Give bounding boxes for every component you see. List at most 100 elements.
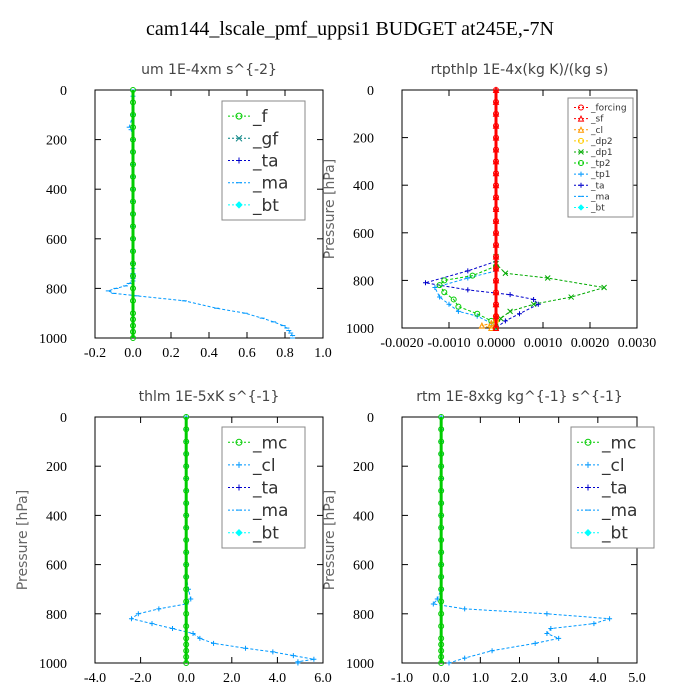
panel-1-series-f-point [130, 124, 136, 131]
panel-4-series-mc-point-shape [438, 610, 445, 617]
panel-4-series-mc-point-shape [438, 426, 445, 433]
panel-3-series-mc-point-shape [183, 537, 190, 543]
panel-2-series-dp1-point [568, 294, 575, 300]
panel-3-series-cl-point-shape [311, 656, 317, 662]
panel-2-legend-item-sf-marker-shape [577, 115, 585, 122]
panel-2-series-tp1-point [432, 285, 438, 291]
panel-1-series-f-point [130, 297, 136, 304]
panel-4-ytick-label: 1000 [346, 657, 374, 672]
panel-3-series-mc-point [183, 500, 190, 507]
panel-2-legend-item-ta-marker-shape [578, 182, 584, 188]
panel-4-series-cl-point-shape [532, 640, 538, 646]
panel-1-series-f-point [130, 198, 136, 205]
panel-2-legend-item-tp2-label: _tp2 [590, 159, 610, 169]
panel-3-ylabel: Pressure [hPa] [15, 490, 31, 590]
panel-2-xtick-label: 0.0010 [524, 336, 563, 351]
panel-4-xtick-label: 1.0 [472, 671, 490, 686]
panel-3-series-cl-point-shape [242, 645, 248, 651]
panel-4-title: rtm 1E-8xkg kg^{-1} s^{-1} [416, 389, 623, 405]
panel-1-series-f-point [130, 149, 136, 155]
panel-2-series-tp2-line [438, 265, 497, 329]
panel-3-series-cl-point [242, 645, 248, 651]
panel-3-legend-item-mc-label: _mc [252, 433, 287, 453]
panel-1-xtick-label: 0.4 [200, 346, 218, 361]
panel-1-series-f-point-shape [130, 322, 136, 329]
panel-4-legend: _mc _cl _ta_ma _bt [570, 426, 655, 549]
panel-2-series-dp1-point [601, 284, 607, 291]
panel-2-series-forcing-point [493, 253, 499, 260]
panel-1-series-f-point [130, 87, 136, 93]
panel-2-legend-item-ta-marker [578, 182, 584, 188]
panel-2-series-ta-point [465, 268, 471, 274]
panel-3-series-mc-point [183, 414, 190, 420]
panel-1-legend-item-ta-label: _ta [252, 152, 279, 172]
panel-2-series-forcing-point [493, 325, 499, 331]
panel-2-ylabel: Pressure [hPa] [322, 159, 338, 259]
panel-4-legend-item-cl: _cl [577, 456, 625, 476]
panel-4-series-mc-point-shape [438, 512, 445, 519]
panel-4-series-mc-point [438, 653, 445, 660]
panel-2-series-ta-point-shape [502, 318, 508, 324]
panel-1-legend-item-bt-label: _bt [252, 196, 279, 216]
panel-4-legend-item-mc-marker [584, 438, 592, 446]
panel-3-ytick-label: 200 [46, 460, 67, 475]
panel-2-series-ta-point-shape [465, 287, 471, 293]
panel-4-xtick-label: 4.0 [589, 671, 607, 686]
panel-2-ytick-label: 600 [353, 227, 374, 242]
panel-4-series-mc-point-shape [438, 647, 445, 654]
panel-2-legend-item-tp1-marker-shape [578, 171, 584, 177]
panel-2-series-forcing-point-shape [493, 98, 499, 105]
panel-3-legend-item-cl-label: _cl [252, 456, 276, 476]
panel-1-legend-box [221, 100, 306, 221]
panel-4-series-mc-point-shape [438, 414, 445, 420]
panel-2-xtick-label: 0.0020 [571, 336, 610, 351]
panel-3-legend-item-mc-marker-shape [235, 438, 243, 446]
panel-2-series-dp1-line [495, 256, 605, 329]
panel-2-ytick-label: 400 [353, 179, 374, 194]
panel-1-series-f-point [130, 285, 136, 292]
panel-1-legend-item-gf: _gf [228, 129, 279, 149]
panel-4-series-cl-point [544, 630, 550, 636]
panel-4-series-cl-point-shape [544, 611, 550, 617]
panel-3-series-mc-point [183, 549, 190, 556]
panel-1-xtick-label: 0.2 [162, 346, 180, 361]
panel-4-series-mc-point-shape [438, 487, 445, 494]
panel-2-series-forcing-point [493, 313, 499, 320]
panel-1-series-f-point [130, 186, 136, 193]
panel-4-series-mc-point-shape [438, 549, 445, 556]
panel-3-xtick-label: 6.0 [314, 671, 332, 686]
panel-2-series-forcing-point-shape [493, 229, 499, 236]
panel-3-series-cl-point-shape [188, 596, 194, 602]
panel-1-series-f-point [130, 161, 136, 168]
panel-4-series-mc-point-shape [438, 450, 445, 457]
panel-2-series-tp2-point [455, 303, 462, 310]
panel-3-series-mc-point [183, 537, 190, 543]
panel-3-series-cl-point [290, 653, 296, 659]
panel-3-series-mc-point [183, 524, 190, 531]
panel-3-series-mc-point [183, 475, 190, 482]
panel-2: rtpthlp 1E-4x(kg K)/(kg s) Pressure [hPa]… [322, 62, 656, 351]
panel-3-series-cl-point [197, 635, 203, 641]
panel-3-legend-item-mc: _mc [228, 433, 287, 453]
panel-3-ytick-label: 0 [60, 411, 67, 426]
panel-1-ytick-label: 600 [46, 233, 67, 248]
panel-2-series-tp2-point [469, 272, 476, 279]
panel-3-legend-item-mc-marker [235, 438, 243, 446]
panel-1-legend-item-bt-marker-shape [235, 201, 243, 209]
panel-2-series-tp1-point [455, 308, 461, 314]
panel-2-legend-item-ma-label: _ma [590, 192, 610, 202]
panel-1-legend-item-f-label: _f [252, 107, 269, 127]
panel-3-series-mc-point [183, 512, 190, 519]
panel-4-series-mc-point-shape [438, 653, 445, 660]
panel-1-legend-item-ma-label: _ma [252, 174, 288, 194]
panel-3-xtick-label: 4.0 [269, 671, 287, 686]
panel-4-series-cl-point-shape [548, 626, 554, 632]
panel-4-legend-item-ta: _ta [577, 479, 628, 499]
panel-4-series-mc-point [438, 512, 445, 519]
panel-3-series-mc-point [183, 438, 190, 445]
panel-2-series-forcing-point [493, 229, 499, 236]
panel-1-series-f-point [130, 260, 136, 267]
panel-3-xtick-label: -2.0 [130, 671, 152, 686]
panel-4-series-mc-point-shape [438, 537, 445, 543]
panel-2-series-dp1-point [497, 315, 504, 322]
